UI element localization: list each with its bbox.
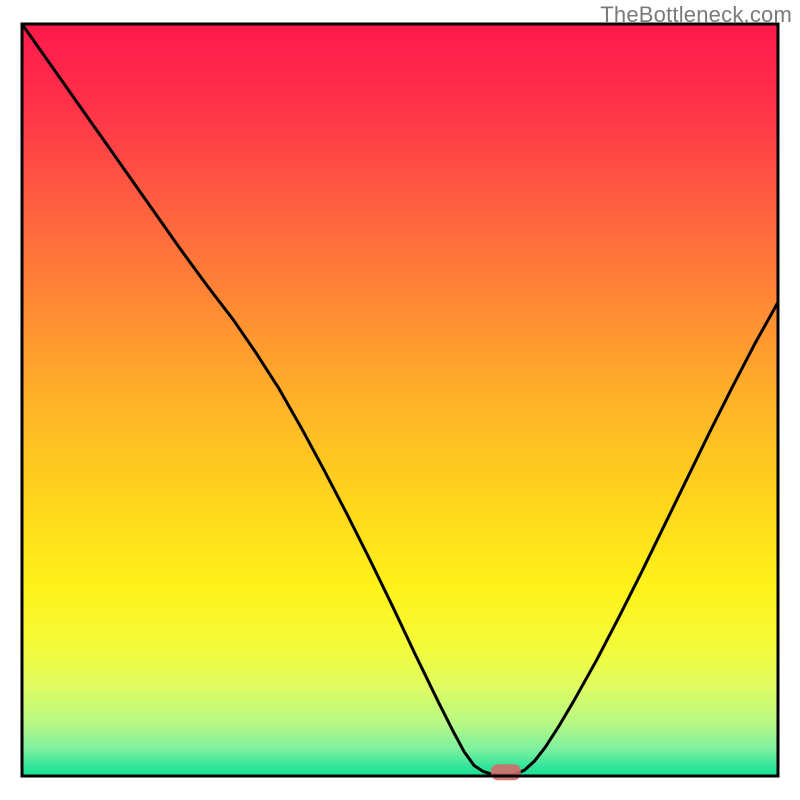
chart-container: TheBottleneck.com <box>0 0 800 800</box>
optimal-point-marker <box>491 764 521 780</box>
chart-background <box>22 24 778 776</box>
bottleneck-curve-chart <box>0 0 800 800</box>
watermark-text: TheBottleneck.com <box>600 2 792 28</box>
